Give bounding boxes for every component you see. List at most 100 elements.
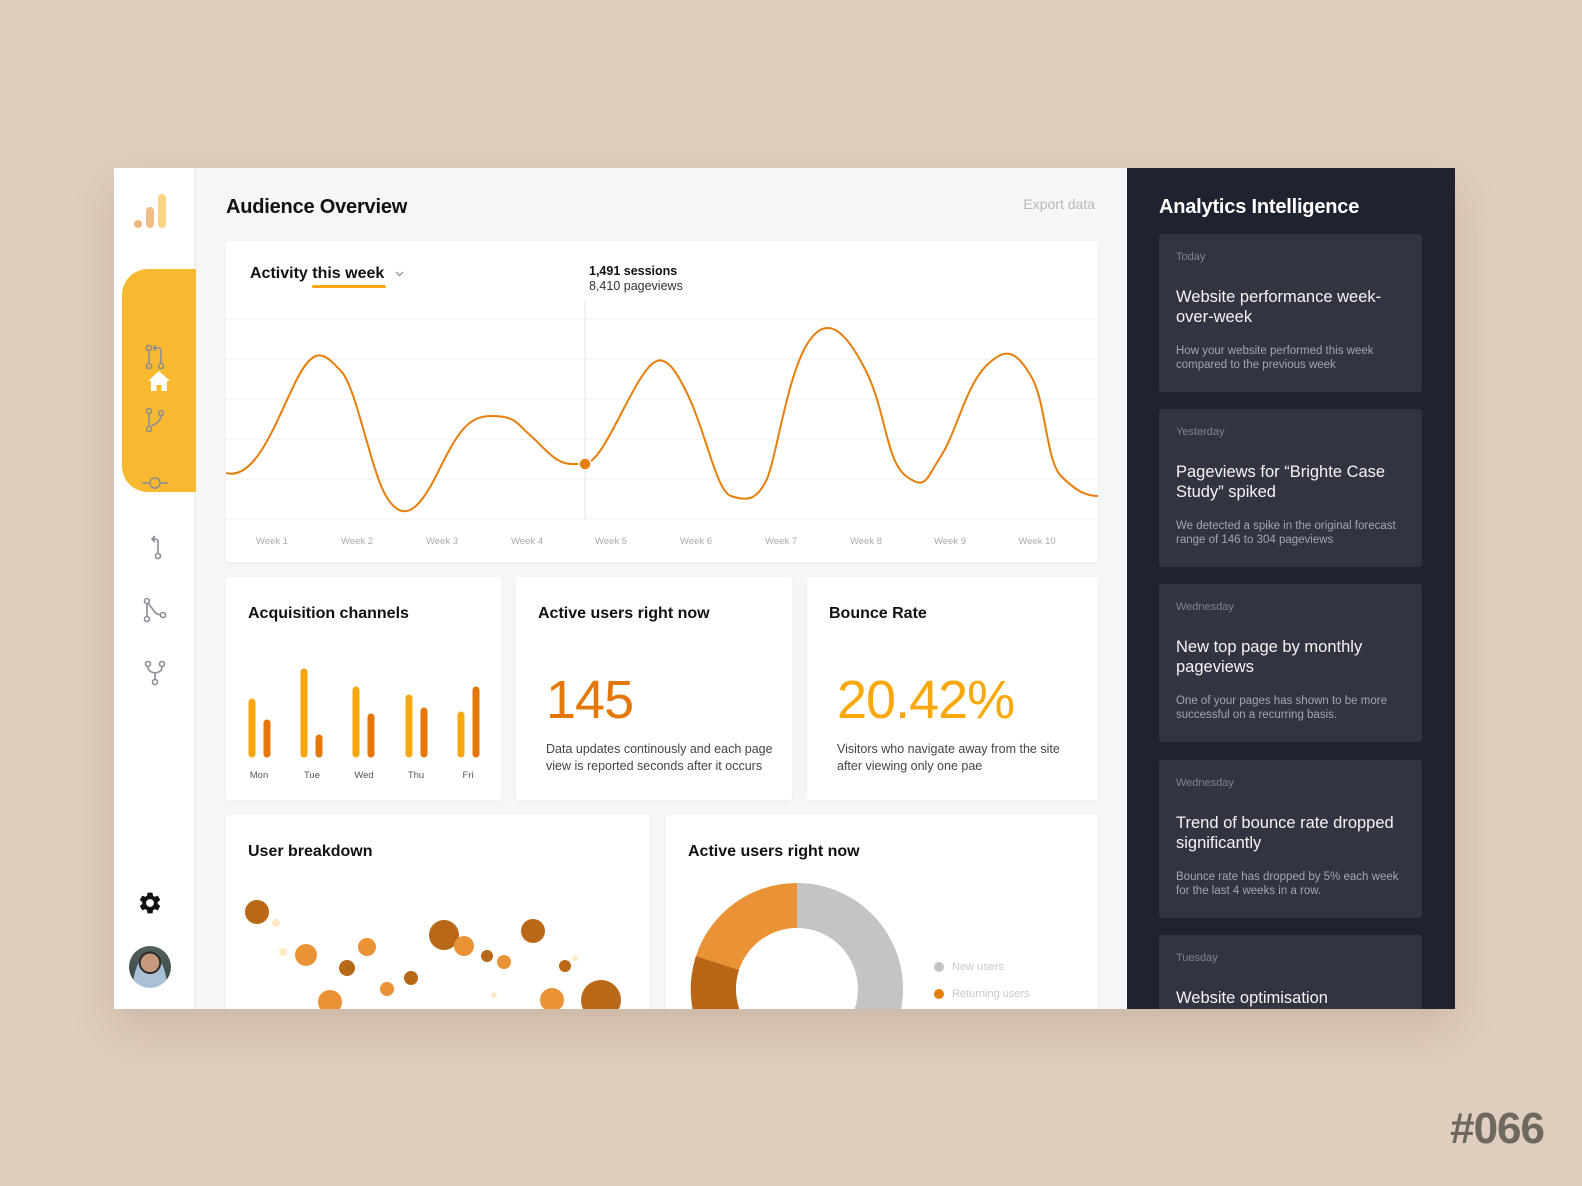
bubble: [380, 982, 394, 996]
bubble: [245, 900, 269, 924]
legend-returning-users[interactable]: Returning users: [934, 980, 1030, 1007]
bubble: [295, 944, 317, 966]
x-label: Week 5: [594, 536, 628, 547]
nav-branches[interactable]: [114, 396, 196, 444]
insight-card[interactable]: Wednesday New top page by monthly pagevi…: [1159, 584, 1422, 742]
bubble: [572, 955, 578, 961]
day-label: Tue: [303, 770, 321, 781]
insight-title: Trend of bounce rate dropped significant…: [1176, 814, 1394, 852]
insight-date: Wednesday: [1176, 601, 1234, 613]
bubble: [491, 992, 497, 998]
bubble: [404, 971, 418, 985]
insight-date: Today: [1176, 251, 1206, 263]
bubble: [559, 960, 571, 972]
insight-date: Wednesday: [1176, 777, 1234, 789]
bubble: [429, 920, 459, 950]
branch-icon: [145, 407, 165, 433]
x-label: Week 9: [933, 536, 967, 547]
tooltip-pageviews: 8,410 pageviews: [589, 279, 683, 293]
period-selector[interactable]: this week: [312, 265, 385, 282]
x-label: Week 3: [425, 536, 459, 547]
bubble: [521, 919, 545, 943]
x-label: Week 8: [849, 536, 883, 547]
insight-body: Bounce rate has dropped by 5% each week …: [1176, 871, 1399, 897]
nav-merges[interactable]: [114, 586, 196, 634]
merge-icon: [143, 597, 167, 623]
nav-merge-back[interactable]: [114, 523, 196, 571]
x-label: Week 2: [340, 536, 374, 547]
chart-tooltip: 1,491 sessions 8,410 pageviews: [589, 264, 683, 294]
nav-pull-requests[interactable]: [114, 333, 196, 381]
insight-date: Tuesday: [1176, 952, 1218, 964]
turn-up-icon: [150, 535, 162, 560]
acquisition-channels-card: Acquisition channels Mon Tue: [226, 577, 501, 800]
insight-body: We detected a spike in the original fore…: [1176, 520, 1396, 546]
nav-home[interactable]: [122, 269, 196, 492]
x-label: Week 6: [679, 536, 713, 547]
insight-title: Website optimisation: [1176, 989, 1328, 1007]
analytics-bars-logo: [134, 194, 166, 228]
bounce-rate-card: Bounce Rate 20.42% Visitors who navigate…: [807, 577, 1098, 800]
bubble: [540, 988, 564, 1009]
export-data-button[interactable]: Export data: [1023, 196, 1095, 212]
nav-forks[interactable]: [114, 649, 196, 697]
user-breakdown-card: User breakdown: [226, 815, 650, 1009]
insight-body: One of your pages has shown to be more s…: [1176, 695, 1387, 721]
insight-card[interactable]: Today Website performance week-over-week…: [1159, 234, 1422, 392]
commit-icon: [142, 477, 168, 489]
bubble: [497, 955, 511, 969]
active-users-description: Data updates continously and each page v…: [546, 742, 773, 773]
legend-label: Returning users: [952, 987, 1030, 1000]
activity-card: Activity this week 1,491 sessions 8,410 …: [226, 241, 1098, 562]
app-window: Audience Overview Export data Activity t…: [114, 168, 1455, 1009]
active-users-donut-card: Active users right now New users Returni…: [666, 815, 1098, 1009]
bubble: [272, 919, 280, 927]
insight-title: Pageviews for “Brighte Case Study” spike…: [1176, 463, 1386, 501]
card-title: Active users right now: [538, 605, 710, 622]
sidebar: [114, 168, 196, 1009]
legend-new-users[interactable]: New users: [934, 953, 1030, 980]
day-label: Mon: [249, 770, 269, 781]
bounce-rate-description: Visitors who navigate away from the site…: [837, 742, 1060, 773]
active-users-value: 145: [546, 670, 634, 730]
tooltip-sessions: 1,491 sessions: [589, 264, 678, 278]
legend-label: New users: [952, 960, 1004, 973]
day-label: Wed: [354, 770, 374, 781]
active-users-card: Active users right now 145 Data updates …: [516, 577, 792, 800]
acquisition-bar-chart: [248, 668, 480, 758]
insight-title: Website performance week-over-week: [1176, 288, 1382, 326]
x-label: Week 4: [510, 536, 544, 547]
gear-icon[interactable]: [137, 890, 163, 916]
page-title: Audience Overview: [226, 196, 408, 218]
insight-card[interactable]: Wednesday Trend of bounce rate dropped s…: [1159, 760, 1422, 918]
bubble: [581, 980, 621, 1009]
bubble: [339, 960, 355, 976]
card-title: User breakdown: [248, 843, 373, 860]
donut-legend: New users Returning users: [934, 953, 1030, 1007]
shot-number: #066: [1450, 1104, 1545, 1153]
user-avatar[interactable]: [129, 946, 171, 988]
chevron-down-icon[interactable]: [395, 271, 404, 277]
user-breakdown-bubble-chart: [245, 900, 621, 1009]
x-label: Week 10: [1018, 536, 1056, 547]
active-users-donut-chart: [690, 882, 903, 1009]
x-label: Week 1: [255, 536, 289, 547]
bubble: [279, 948, 287, 956]
bubble: [481, 950, 493, 962]
legend-swatch: [934, 961, 944, 972]
main-content: Audience Overview Export data Activity t…: [196, 168, 1127, 1009]
x-label: Week 7: [764, 536, 798, 547]
insight-card[interactable]: Yesterday Pageviews for “Brighte Case St…: [1159, 409, 1422, 567]
nav-commits[interactable]: [114, 459, 196, 507]
activity-title: Activity this week: [250, 265, 404, 283]
insight-card[interactable]: Tuesday Website optimisation: [1159, 935, 1422, 1009]
bubble: [358, 938, 376, 956]
bounce-rate-value: 20.42%: [837, 670, 1015, 730]
card-title: Bounce Rate: [829, 605, 927, 622]
activity-line-chart: [226, 301, 1098, 520]
day-label: Thu: [407, 770, 425, 781]
x-axis-labels: Week 1 Week 2 Week 3 Week 4 Week 5 Week …: [226, 536, 1098, 550]
home-icon: [148, 370, 170, 391]
analytics-intelligence-panel: Analytics Intelligence Today Website per…: [1127, 168, 1455, 1009]
activity-title-prefix: Activity: [250, 265, 313, 282]
